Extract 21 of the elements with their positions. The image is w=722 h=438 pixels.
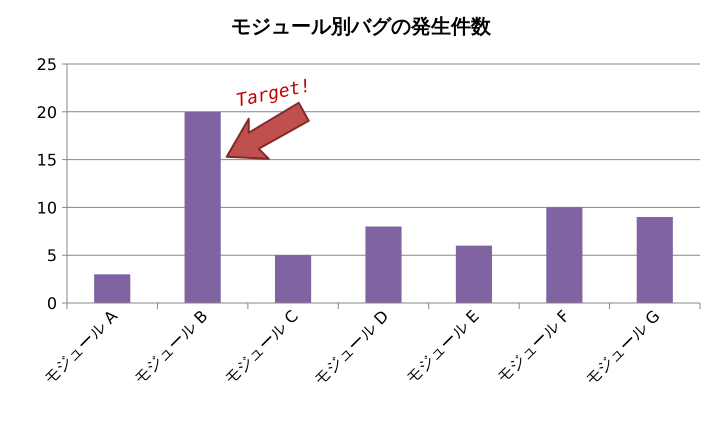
y-tick-label: 10 xyxy=(36,198,57,218)
annotation: Target! xyxy=(234,75,313,112)
bar xyxy=(94,274,130,303)
y-tick-label: 0 xyxy=(46,294,57,313)
bar xyxy=(274,255,312,303)
x-tick-label: モジュール G xyxy=(581,306,664,389)
bar xyxy=(546,207,582,303)
y-tick-label: 20 xyxy=(36,102,57,122)
x-tick-label: モジュール D xyxy=(310,306,392,389)
bar xyxy=(456,246,492,303)
x-tick-label: モジュール F xyxy=(493,306,574,387)
bar xyxy=(184,112,221,303)
y-tick-label: 5 xyxy=(46,246,57,266)
x-tick-label: モジュール B xyxy=(130,306,212,388)
bar xyxy=(365,226,402,303)
y-tick-label: 25 xyxy=(36,55,57,74)
x-tick-label: モジュール C xyxy=(220,306,302,388)
x-tick-label: モジュール E xyxy=(402,306,483,388)
chart-title: モジュール別バグの発生件数 xyxy=(231,14,492,38)
y-tick-label: 15 xyxy=(36,150,57,170)
bar xyxy=(636,216,673,303)
